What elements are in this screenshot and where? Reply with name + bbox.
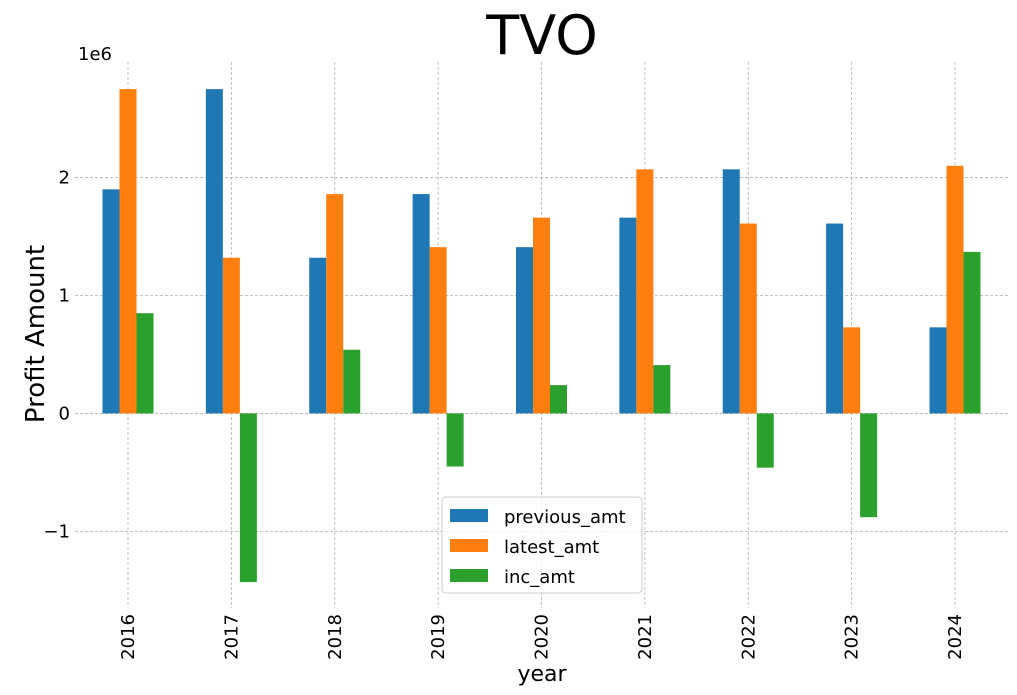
legend-swatch-inc_amt (450, 569, 488, 582)
bar-previous_amt-2017 (205, 89, 223, 414)
legend: previous_amt latest_amt inc_amt (441, 496, 643, 594)
bar-latest_amt-2020 (533, 217, 550, 414)
x-tick-label: 2019 (428, 614, 449, 660)
y-tick-label: −1 (43, 521, 70, 542)
legend-swatch-previous_amt (450, 509, 488, 522)
y-tick-label: 2 (59, 168, 70, 189)
bar-inc_amt-2019 (446, 413, 464, 467)
bar-latest_amt-2018 (326, 194, 344, 414)
bar-inc_amt-2020 (550, 385, 567, 414)
bar-latest_amt-2021 (636, 169, 654, 414)
bar-previous_amt-2023 (826, 223, 844, 414)
bar-inc_amt-2021 (653, 365, 671, 414)
bar-previous_amt-2021 (619, 217, 637, 414)
bar-inc_amt-2017 (239, 413, 257, 583)
legend-label-latest_amt: latest_amt (504, 537, 599, 558)
x-tick-label: 2017 (221, 614, 242, 660)
legend-label-inc_amt: inc_amt (504, 567, 575, 588)
x-tick-label: 2024 (945, 614, 966, 660)
y-tick-label: 1 (59, 285, 70, 306)
y-axis-label: Profit Amount (21, 245, 51, 423)
bar-latest_amt-2024 (946, 165, 964, 414)
bar-inc_amt-2023 (860, 413, 878, 518)
bar-previous_amt-2020 (516, 247, 533, 414)
bar-inc_amt-2016 (136, 313, 154, 414)
bar-latest_amt-2019 (429, 247, 447, 414)
x-tick-label: 2016 (118, 614, 139, 660)
x-tick-label: 2020 (532, 614, 553, 660)
bar-previous_amt-2022 (722, 169, 740, 414)
bar-previous_amt-2016 (102, 189, 120, 414)
bar-inc_amt-2018 (343, 349, 361, 414)
bar-inc_amt-2024 (963, 251, 981, 414)
legend-swatch-latest_amt (450, 539, 488, 552)
x-tick-label: 2022 (738, 614, 759, 660)
bar-latest_amt-2017 (222, 257, 240, 414)
y-scale-label: 1e6 (78, 44, 112, 65)
bar-latest_amt-2022 (739, 223, 757, 414)
chart-title: TVO (485, 4, 597, 67)
bar-latest_amt-2023 (843, 327, 861, 414)
legend-box (441, 496, 643, 594)
bar-previous_amt-2019 (412, 194, 430, 414)
x-tick-label: 2018 (325, 614, 346, 660)
bar-previous_amt-2024 (929, 327, 947, 414)
x-tick-label: 2021 (635, 614, 656, 660)
legend-label-previous_amt: previous_amt (504, 507, 626, 528)
bar-previous_amt-2018 (309, 257, 327, 414)
bar-latest_amt-2016 (119, 89, 137, 414)
y-tick-label: 0 (59, 403, 70, 424)
x-axis-label: year (517, 662, 567, 687)
x-tick-label: 2023 (842, 614, 863, 660)
bar-inc_amt-2022 (756, 413, 774, 468)
bars (102, 89, 981, 583)
tick-labels: −1 0 1 2 2016 2017 2018 2019 2020 2021 2022 2023 202… (43, 168, 966, 660)
